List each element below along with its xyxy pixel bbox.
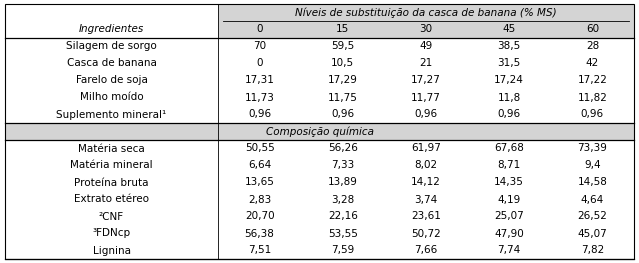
Text: 45,07: 45,07	[578, 229, 607, 239]
Text: 4,19: 4,19	[498, 195, 521, 205]
Text: 11,77: 11,77	[411, 93, 441, 103]
Text: 25,07: 25,07	[495, 211, 524, 221]
Text: 49: 49	[419, 42, 433, 52]
Text: 26,52: 26,52	[578, 211, 607, 221]
Text: 73,39: 73,39	[578, 144, 607, 154]
Text: Milho moído: Milho moído	[80, 93, 143, 103]
Text: 8,02: 8,02	[415, 160, 438, 170]
Text: Extrato etéreo: Extrato etéreo	[74, 195, 149, 205]
Text: Níveis de substituição da casca de banana (% MS): Níveis de substituição da casca de banan…	[295, 7, 557, 18]
Text: 31,5: 31,5	[498, 58, 521, 68]
Text: 7,51: 7,51	[248, 245, 271, 255]
Text: 0,96: 0,96	[498, 109, 521, 119]
Text: 17,31: 17,31	[245, 75, 275, 85]
Text: 20,70: 20,70	[245, 211, 274, 221]
Text: 17,29: 17,29	[328, 75, 358, 85]
Text: 17,24: 17,24	[494, 75, 524, 85]
Text: Farelo de soja: Farelo de soja	[75, 75, 148, 85]
Text: 0,96: 0,96	[415, 109, 438, 119]
Text: Ingredientes: Ingredientes	[79, 24, 144, 34]
Text: Casca de banana: Casca de banana	[66, 58, 157, 68]
Text: 9,4: 9,4	[584, 160, 601, 170]
Text: Suplemento mineral¹: Suplemento mineral¹	[56, 109, 167, 119]
Text: 7,33: 7,33	[331, 160, 355, 170]
Text: 13,65: 13,65	[245, 178, 275, 188]
Text: 4,64: 4,64	[581, 195, 604, 205]
Text: 7,82: 7,82	[581, 245, 604, 255]
Text: 28: 28	[586, 42, 599, 52]
Text: 21: 21	[419, 58, 433, 68]
Text: 30: 30	[419, 24, 433, 34]
Text: 0,96: 0,96	[248, 109, 271, 119]
Text: Composição química: Composição química	[265, 126, 374, 137]
Text: 60: 60	[586, 24, 599, 34]
Text: 22,16: 22,16	[328, 211, 358, 221]
Text: 67,68: 67,68	[494, 144, 524, 154]
Text: 14,35: 14,35	[494, 178, 524, 188]
Text: 61,97: 61,97	[411, 144, 441, 154]
Text: Lignina: Lignina	[93, 245, 130, 255]
Text: 45: 45	[503, 24, 516, 34]
Text: 70: 70	[253, 42, 266, 52]
Text: 17,22: 17,22	[578, 75, 607, 85]
Text: Silagem de sorgo: Silagem de sorgo	[66, 42, 157, 52]
Text: 0,96: 0,96	[581, 109, 604, 119]
Text: 8,71: 8,71	[498, 160, 521, 170]
Text: 50,55: 50,55	[245, 144, 275, 154]
Bar	[218, 4, 634, 38]
Text: 14,58: 14,58	[578, 178, 607, 188]
Text: 38,5: 38,5	[498, 42, 521, 52]
Text: 47,90: 47,90	[495, 229, 524, 239]
Text: 10,5: 10,5	[331, 58, 355, 68]
Text: 59,5: 59,5	[331, 42, 355, 52]
Text: 50,72: 50,72	[411, 229, 441, 239]
Text: 15: 15	[336, 24, 350, 34]
Text: 0: 0	[256, 58, 263, 68]
Text: 7,66: 7,66	[414, 245, 438, 255]
Text: 7,74: 7,74	[498, 245, 521, 255]
Text: Matéria seca: Matéria seca	[78, 144, 145, 154]
Text: 3,28: 3,28	[331, 195, 355, 205]
Text: 14,12: 14,12	[411, 178, 441, 188]
Text: 11,75: 11,75	[328, 93, 358, 103]
Bar	[5, 123, 634, 140]
Text: 17,27: 17,27	[411, 75, 441, 85]
Text: 7,59: 7,59	[331, 245, 355, 255]
Text: 0: 0	[256, 24, 263, 34]
Text: 11,8: 11,8	[498, 93, 521, 103]
Text: 56,26: 56,26	[328, 144, 358, 154]
Text: 56,38: 56,38	[245, 229, 275, 239]
Text: 11,82: 11,82	[578, 93, 607, 103]
Text: 13,89: 13,89	[328, 178, 358, 188]
Text: Proteína bruta: Proteína bruta	[74, 178, 149, 188]
Text: 6,64: 6,64	[248, 160, 271, 170]
Text: 3,74: 3,74	[414, 195, 438, 205]
Text: ²CNF: ²CNF	[99, 211, 124, 221]
Text: 53,55: 53,55	[328, 229, 358, 239]
Text: 2,83: 2,83	[248, 195, 271, 205]
Text: 0,96: 0,96	[331, 109, 355, 119]
Text: ³FDNcp: ³FDNcp	[93, 229, 130, 239]
Text: 42: 42	[586, 58, 599, 68]
Text: Matéria mineral: Matéria mineral	[70, 160, 153, 170]
Text: 23,61: 23,61	[411, 211, 441, 221]
Text: 11,73: 11,73	[245, 93, 275, 103]
